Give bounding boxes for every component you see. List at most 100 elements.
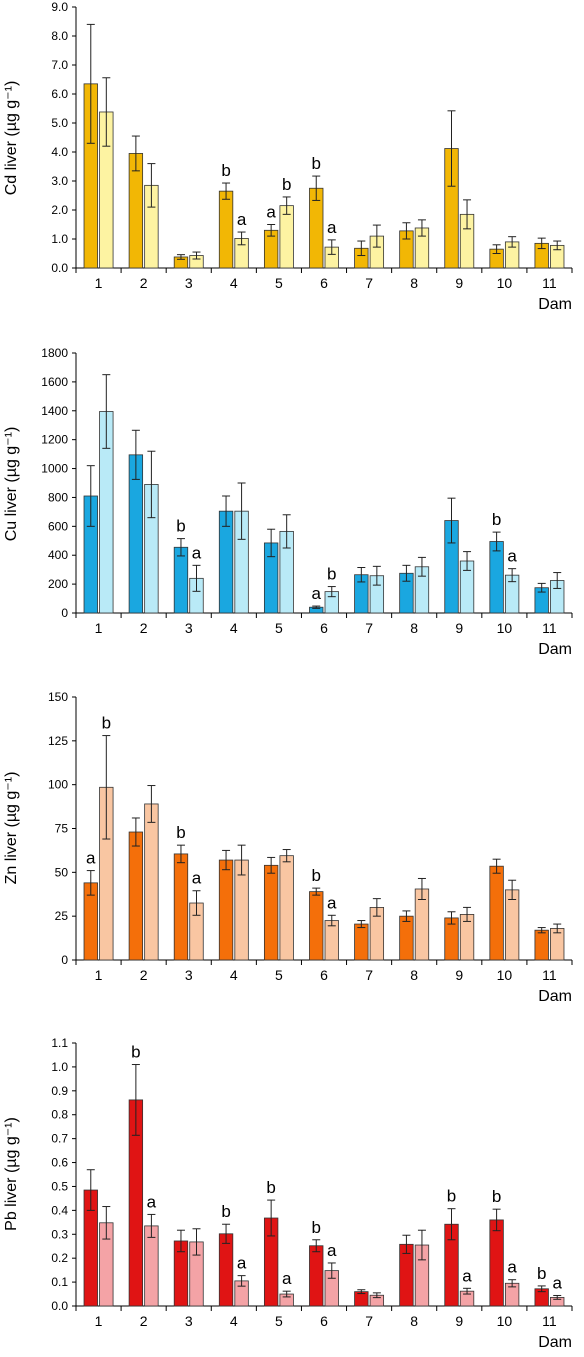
x-tick-label: 10 [497,275,513,291]
x-tick-label: 5 [275,275,283,291]
x-tick-label: 10 [497,1313,513,1329]
y-tick-label: 25 [55,909,69,923]
x-tick-label: 5 [275,620,283,636]
significance-letter: b [221,161,230,180]
significance-letter: a [462,1266,472,1285]
significance-letter: b [266,1178,275,1197]
y-tick-label: 100 [48,778,68,792]
y-tick-label: 0.8 [51,1108,68,1122]
bar-series1 [309,891,324,961]
y-tick-label: 6.0 [51,87,68,101]
y-tick-label: 0.4 [51,1203,68,1217]
significance-letter: b [327,565,336,584]
significance-letter: b [221,1202,230,1221]
significance-letter: a [282,1269,292,1288]
y-tick-label: 1.0 [51,1060,68,1074]
significance-letter: b [312,154,321,173]
y-axis-title: Zn liver (µg g⁻¹) [3,772,20,885]
bar-series1 [489,865,504,961]
y-tick-label: 9.0 [51,0,68,14]
x-tick-label: 9 [455,967,463,983]
bar-series1 [399,915,414,961]
significance-letter: a [312,584,322,603]
x-tick-label: 11 [542,1313,557,1329]
x-tick-label: 1 [95,620,103,636]
x-tick-label: 6 [320,967,328,983]
x-tick-label: 3 [185,1313,193,1329]
y-tick-label: 0.0 [51,261,68,275]
x-tick-label: 9 [455,1313,463,1329]
y-tick-label: 0.9 [51,1084,68,1098]
x-tick-label: 8 [410,967,418,983]
significance-letter: a [192,543,202,562]
y-tick-label: 800 [48,490,68,504]
chart-panel-2: 0 200 400 600 800 1000 1200 1400 1600 1800 Cu live… [3,346,573,658]
x-tick-label: 1 [95,1313,103,1329]
significance-letter: b [312,866,321,885]
bar-series1 [489,1219,504,1307]
y-tick-label: 0.2 [51,1251,68,1265]
x-tick-label: 5 [275,1313,283,1329]
x-tick-label: 4 [230,620,238,636]
significance-letter: a [237,210,247,229]
x-tick-label: 8 [410,620,418,636]
significance-letter: a [192,869,202,888]
x-tick-label: 5 [275,967,283,983]
bar-series2 [504,889,520,961]
x-tick-label: 1 [95,967,103,983]
bar-series1 [128,831,144,961]
y-tick-label: 125 [48,734,68,748]
x-tick-label: 11 [542,967,557,983]
x-tick-label: 9 [455,620,463,636]
y-tick-label: 0.6 [51,1156,68,1170]
x-tick-label: 7 [365,275,373,291]
x-tick-label: 6 [320,275,328,291]
x-tick-label: 6 [320,620,328,636]
x-axis-title: Dam [538,1334,572,1351]
y-tick-label: 4.0 [51,145,68,159]
y-tick-label: 0 [61,606,68,620]
x-tick-label: 2 [140,275,148,291]
x-tick-label: 3 [185,275,193,291]
x-tick-label: 4 [230,967,238,983]
significance-letter: b [492,510,501,529]
x-tick-label: 4 [230,275,238,291]
significance-letter: a [327,218,337,237]
y-tick-label: 50 [55,865,69,879]
bar-series1 [173,546,189,614]
y-tick-label: 0.5 [51,1179,68,1193]
y-tick-label: 8.0 [51,29,68,43]
significance-letter: a [507,1258,517,1277]
significance-letter: b [447,1187,456,1206]
y-tick-label: 1800 [41,346,68,360]
bar-series2 [144,1225,159,1307]
y-tick-label: 2.0 [51,203,68,217]
bar-series2 [279,205,294,269]
significance-letter: a [507,547,517,566]
significance-letter: a [552,1273,562,1292]
y-tick-label: 0.3 [51,1227,68,1241]
y-tick-label: 1600 [41,375,68,389]
significance-letter: a [86,849,96,868]
y-tick-label: 5.0 [51,116,68,130]
x-tick-label: 8 [410,1313,418,1329]
y-tick-label: 1.1 [51,1036,68,1050]
y-axis-title: Cu liver (µg g⁻¹) [3,427,20,542]
bar-series1 [309,1245,324,1307]
x-axis-title: Dam [538,296,572,313]
y-tick-label: 200 [48,577,68,591]
bar-series1 [263,864,279,961]
significance-letter: a [327,893,337,912]
chart-panel-3: 0 25 50 75 100 125 150 Zn liver (µg g⁻¹) 1 2 3 4 5 6 7… [3,690,573,1005]
significance-letter: a [147,1192,157,1211]
bar-series2 [324,920,339,961]
x-tick-label: 4 [230,1313,238,1329]
significance-letter: b [131,1043,140,1062]
significance-letter: b [537,1264,546,1283]
x-tick-label: 7 [365,1313,373,1329]
x-tick-label: 7 [365,620,373,636]
y-tick-label: 1000 [41,462,68,476]
x-tick-label: 10 [497,620,513,636]
significance-letter: b [282,175,291,194]
significance-letter: a [266,203,276,222]
